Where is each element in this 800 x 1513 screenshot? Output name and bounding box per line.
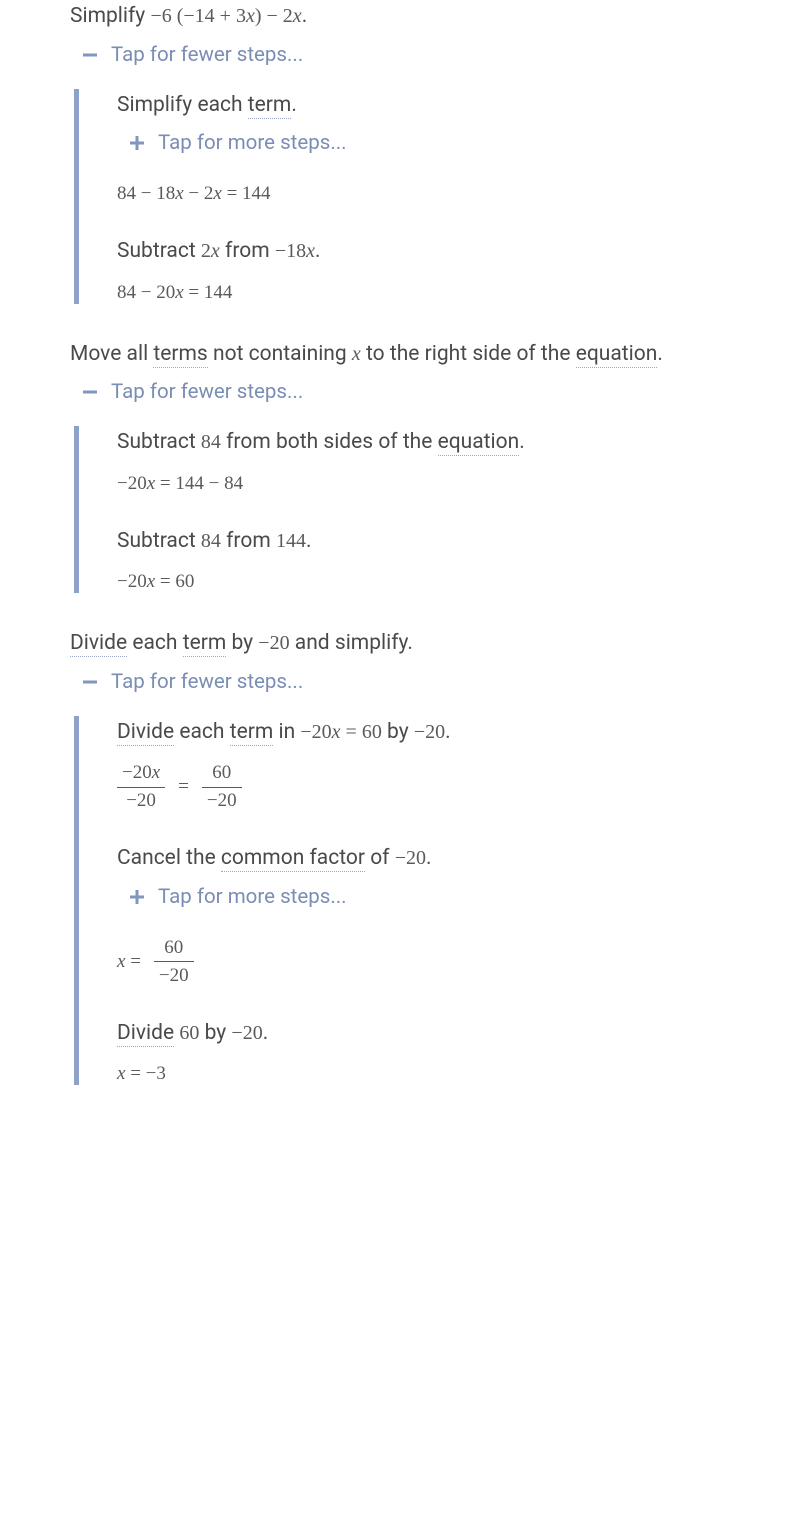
text: .	[519, 430, 525, 454]
minus-icon	[80, 382, 100, 402]
text: .	[657, 342, 663, 366]
text: by	[199, 1021, 231, 1045]
nested-block-3: Divide each term in −20x = 60 by −20. −2…	[74, 716, 800, 1086]
math: 2x	[201, 240, 220, 262]
step-subtract-84-from-144: Subtract 84 from 144.	[117, 525, 800, 558]
fraction: −20x −20	[117, 762, 165, 812]
step-divide-in: Divide each term in −20x = 60 by −20.	[117, 716, 800, 749]
toggle-fewer-1[interactable]: Tap for fewer steps...	[80, 43, 800, 67]
equation-3: −20x = 144 − 84	[117, 473, 800, 495]
text: .	[445, 720, 451, 744]
equation-7: x = −3	[117, 1063, 800, 1085]
math: 84	[201, 530, 221, 552]
text: .	[426, 846, 432, 870]
step-simplify-expression: Simplify −6 (−14 + 3x) − 2x.	[70, 0, 800, 33]
toggle-more-1[interactable]: Tap for more steps...	[127, 131, 800, 155]
text: Simplify each	[117, 93, 248, 117]
text: .	[315, 239, 321, 263]
text: by	[226, 631, 258, 655]
math: −20	[231, 1022, 262, 1044]
text: from both sides of the	[221, 430, 438, 454]
math: x	[352, 343, 361, 365]
fraction: 60 −20	[202, 762, 242, 812]
math: 144	[276, 530, 306, 552]
toggle-more-2[interactable]: Tap for more steps...	[127, 885, 800, 909]
equation-link[interactable]: equation	[438, 430, 520, 456]
math: 84	[201, 431, 221, 453]
term-link[interactable]: term	[183, 631, 227, 657]
text: Cancel the	[117, 846, 221, 870]
text: Subtract	[117, 529, 201, 553]
text: .	[306, 529, 312, 553]
plus-icon	[127, 887, 147, 907]
minus-icon	[80, 672, 100, 692]
math: −20	[395, 847, 426, 869]
common-factor-link[interactable]: common factor	[221, 846, 365, 872]
minus-icon	[80, 45, 100, 65]
text: Simplify	[70, 4, 150, 28]
math: −20x = 60	[300, 721, 381, 743]
text: by	[382, 720, 414, 744]
toggle-fewer-2[interactable]: Tap for fewer steps...	[80, 380, 800, 404]
text: of	[365, 846, 395, 870]
step-divide-each-term: Divide each term by −20 and simplify.	[70, 627, 800, 660]
equation-1: 84 − 18x − 2x = 144	[117, 183, 800, 205]
toggle-label: Tap for more steps...	[158, 885, 347, 909]
text: each	[174, 720, 230, 744]
text: not containing	[208, 342, 352, 366]
text: Move all	[70, 342, 153, 366]
fraction: 60 −20	[154, 937, 194, 987]
math: −20	[258, 632, 289, 654]
divide-link[interactable]: Divide	[117, 720, 174, 746]
equation-4: −20x = 60	[117, 571, 800, 593]
math: −18x	[275, 240, 315, 262]
terms-link[interactable]: terms	[153, 342, 207, 368]
step-move-terms: Move all terms not containing x to the r…	[70, 338, 800, 371]
math: 60	[179, 1022, 199, 1044]
toggle-fewer-3[interactable]: Tap for fewer steps...	[80, 670, 800, 694]
text: .	[291, 93, 297, 117]
equation-5: −20x −20 = 60 −20	[117, 762, 800, 812]
equation-6: x = 60 −20	[117, 937, 800, 987]
nested-block-1: Simplify each term. Tap for more steps..…	[74, 89, 800, 304]
divide-link[interactable]: Divide	[117, 1021, 174, 1047]
toggle-label: Tap for fewer steps...	[111, 670, 303, 694]
equals: =	[178, 776, 189, 798]
plus-icon	[127, 133, 147, 153]
text: from	[220, 239, 275, 263]
toggle-label: Tap for fewer steps...	[111, 43, 303, 67]
equation-link[interactable]: equation	[576, 342, 658, 368]
toggle-label: Tap for fewer steps...	[111, 380, 303, 404]
text: each	[127, 631, 183, 655]
step-subtract-84-both: Subtract 84 from both sides of the equat…	[117, 426, 800, 459]
text: Subtract	[117, 430, 201, 454]
step-simplify-each-term: Simplify each term.	[117, 89, 800, 122]
equation-2: 84 − 20x = 144	[117, 282, 800, 304]
text: Subtract	[117, 239, 201, 263]
text: to the right side of the	[361, 342, 576, 366]
text: .	[263, 1021, 269, 1045]
math-expr: −6 (−14 + 3x) − 2x	[150, 5, 301, 27]
term-link[interactable]: term	[230, 720, 274, 746]
text: and simplify.	[290, 631, 413, 655]
step-cancel-common-factor: Cancel the common factor of −20.	[117, 842, 800, 875]
lhs: x =	[117, 951, 141, 973]
term-link[interactable]: term	[248, 93, 292, 119]
text: in	[273, 720, 300, 744]
math: −20	[414, 721, 445, 743]
text: from	[221, 529, 276, 553]
step-subtract-2x: Subtract 2x from −18x.	[117, 235, 800, 268]
step-divide-60-by-neg20: Divide 60 by −20.	[117, 1017, 800, 1050]
divide-link[interactable]: Divide	[70, 631, 127, 657]
nested-block-2: Subtract 84 from both sides of the equat…	[74, 426, 800, 593]
toggle-label: Tap for more steps...	[158, 131, 347, 155]
text: .	[302, 4, 308, 28]
